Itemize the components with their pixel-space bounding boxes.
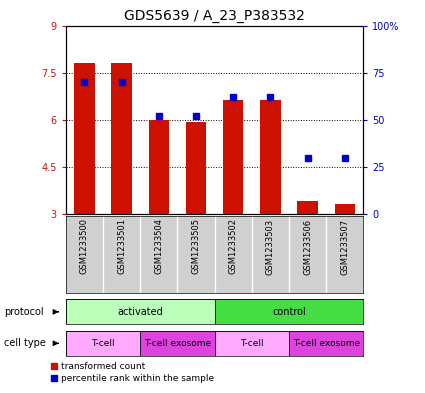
Text: GSM1233501: GSM1233501	[117, 219, 126, 274]
Text: cell type: cell type	[4, 338, 46, 348]
Bar	[289, 331, 363, 356]
Text: GSM1233503: GSM1233503	[266, 219, 275, 275]
Bar	[215, 331, 289, 356]
Bar	[66, 299, 215, 324]
Text: GSM1233504: GSM1233504	[154, 219, 163, 274]
Bar	[260, 100, 281, 214]
Bar	[111, 62, 132, 214]
Text: T-cell exosome: T-cell exosome	[293, 339, 360, 348]
Bar	[74, 62, 95, 214]
Text: GSM1233507: GSM1233507	[340, 219, 349, 275]
Bar	[66, 331, 140, 356]
Text: T-cell exosome: T-cell exosome	[144, 339, 211, 348]
Text: GSM1233506: GSM1233506	[303, 219, 312, 275]
Bar	[334, 204, 355, 214]
Bar	[149, 119, 169, 214]
Text: T-cell: T-cell	[240, 339, 264, 348]
Bar	[140, 331, 215, 356]
Legend: transformed count, percentile rank within the sample: transformed count, percentile rank withi…	[47, 358, 218, 387]
Text: protocol: protocol	[4, 307, 44, 317]
Text: control: control	[272, 307, 306, 317]
Bar	[215, 299, 363, 324]
Bar	[223, 100, 244, 214]
Bar	[298, 201, 318, 214]
Title: GDS5639 / A_23_P383532: GDS5639 / A_23_P383532	[124, 9, 305, 23]
Text: GSM1233502: GSM1233502	[229, 219, 238, 274]
Text: T-cell: T-cell	[91, 339, 115, 348]
Text: GSM1233505: GSM1233505	[192, 219, 201, 274]
Text: GSM1233500: GSM1233500	[80, 219, 89, 274]
Bar	[186, 122, 206, 214]
Text: activated: activated	[117, 307, 163, 317]
